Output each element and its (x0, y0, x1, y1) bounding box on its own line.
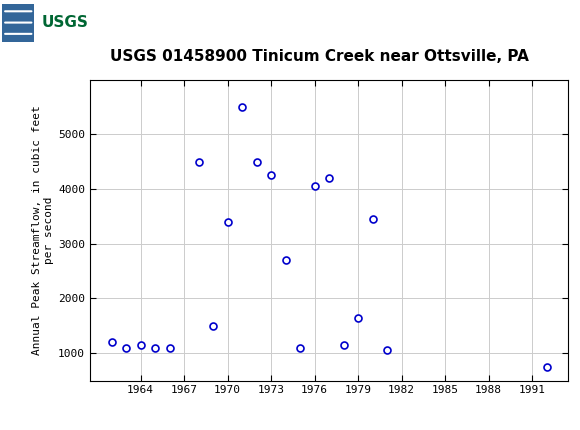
Text: USGS: USGS (41, 15, 88, 30)
Text: USGS 01458900 Tinicum Creek near Ottsville, PA: USGS 01458900 Tinicum Creek near Ottsvil… (110, 49, 528, 64)
Y-axis label: Annual Peak Streamflow, in cubic feet
per second: Annual Peak Streamflow, in cubic feet pe… (32, 105, 54, 355)
FancyBboxPatch shape (2, 3, 104, 42)
FancyBboxPatch shape (2, 3, 34, 42)
